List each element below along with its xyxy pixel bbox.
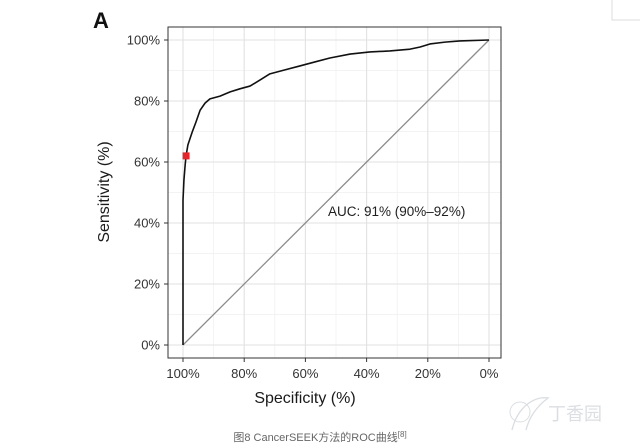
axis-ticks: 100% 80% 60% 40% 20% 0% 0% 20% 40% 60% 80% 100% <box>127 33 499 382</box>
x-tick-label: 40% <box>354 366 380 381</box>
highlight-point <box>182 152 190 160</box>
plot-frame-layer <box>167 26 502 359</box>
roc-curve-line-0 <box>182 39 490 345</box>
x-tick-label: 100% <box>166 366 200 381</box>
y-axis-title: Sensitivity (%) <box>96 141 113 242</box>
plot-frame <box>167 26 502 359</box>
grid-lines <box>168 27 501 358</box>
y-tick-label: 20% <box>134 277 160 292</box>
caption-reference: [8] <box>398 430 407 439</box>
x-tick-label: 80% <box>231 366 257 381</box>
corner-frame-fragment <box>611 0 640 21</box>
series-layer <box>182 39 490 345</box>
figure-caption: 图8 CancerSEEK方法的ROC曲线[8] <box>233 430 406 444</box>
y-tick-label: 0% <box>141 338 160 353</box>
y-tick-label: 80% <box>134 94 160 109</box>
x-tick-label: 60% <box>292 366 318 381</box>
y-tick-label: 40% <box>134 216 160 231</box>
x-axis-title: Specificity (%) <box>254 390 355 407</box>
caption-text: 图8 CancerSEEK方法的ROC曲线 <box>233 430 397 444</box>
highlight-point-layer <box>182 152 190 160</box>
y-tick-label: 60% <box>134 155 160 170</box>
watermark-text: 丁香园 <box>548 404 602 425</box>
auc-annotation: AUC: 91% (90%–92%) <box>328 204 465 219</box>
reference-line-layer <box>182 39 490 346</box>
reference-diagonal-line <box>182 39 490 346</box>
x-tick-label: 0% <box>480 366 499 381</box>
watermark-logo: 丁香园 <box>509 397 602 431</box>
panel-label: A <box>93 8 109 33</box>
x-tick-label: 20% <box>415 366 441 381</box>
watermark-flourish-icon <box>511 397 550 431</box>
y-tick-label: 100% <box>127 33 161 48</box>
watermark-ring-icon <box>509 401 531 423</box>
